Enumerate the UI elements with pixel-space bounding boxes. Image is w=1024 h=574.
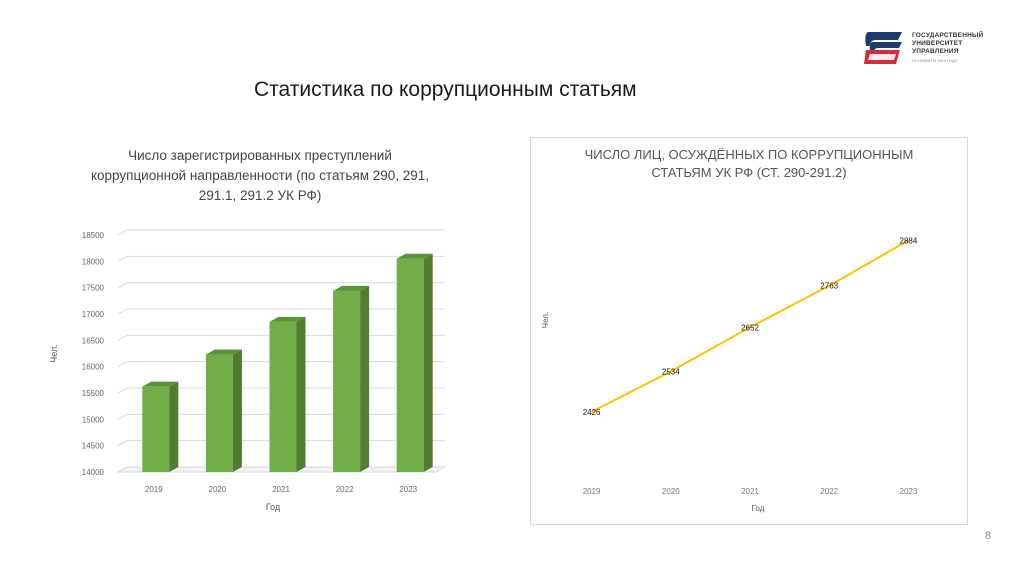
line-chart-x-tick-label: 2022 [820,487,838,496]
bar-side [296,316,306,472]
bar-top [205,349,242,355]
page-number: 8 [985,530,992,542]
line-data-label: 2426 [583,408,601,417]
line-chart-title: ЧИСЛО ЛИЦ, ОСУЖДЁННЫХ ПО КОРРУПЦИОННЫМ С… [530,146,968,182]
line-chart-title-line-1: ЧИСЛО ЛИЦ, ОСУЖДЁННЫХ ПО КОРРУПЦИОННЫМ [584,147,914,162]
bar-chart-y-tick-label: 17000 [82,310,105,319]
line-chart-x-tick-label: 2021 [741,487,759,496]
bar-chart: 14000 14500 15000 15500 16000 16500 17000 17500… [49,229,447,512]
bar-chart-title-line-2: коррупционной направленности (по статьям… [90,168,430,183]
line-data-label: 2534 [662,367,680,376]
bar [205,349,242,472]
logo-line-3: УПРАВЛЕНИЯ [912,48,959,55]
bar-chart-x-tick-label: 2020 [209,485,227,494]
bar-front [142,386,170,472]
bar-chart-gridline [117,229,445,236]
bar-chart-title-line-1: Число зарегистрированных преступлений [128,148,392,163]
bar-front [333,290,361,472]
line-data-label: 2652 [741,323,759,332]
bar-chart-x-tick-label: 2021 [272,485,290,494]
bar-chart-x-tick-label: 2022 [336,485,354,494]
line-chart-x-tick-label: 2019 [583,487,601,496]
bar-chart-y-tick-label: 17500 [82,284,105,293]
bar-chart-bars [142,253,433,472]
slide-title: Статистика по коррупционным статьям [254,78,637,101]
bar-front [269,321,297,472]
bar-chart-x-axis-label: Год [266,502,281,512]
bar-chart-gridline [117,308,445,315]
line-chart-frame [530,137,968,525]
line-chart-title-line-2: СТАТЬЯМ УК РФ (СТ. 290-291.2) [651,165,847,180]
bar-chart-y-tick-label: 14500 [82,442,105,451]
bar [396,253,433,472]
bar-top [333,285,370,291]
bar-chart-gridline [117,255,445,262]
bar-side [232,349,242,472]
logo-line-2: УНИВЕРСИТЕТ [912,40,963,47]
line-data-label: 2884 [900,236,918,245]
bar-chart-title: Число зарегистрированных преступлений ко… [70,146,450,206]
line-chart: 2426 2534 2652 2763 2884 2019 2020 2021 2022 202… [541,236,918,513]
logo-line-1: ГОСУДАРСТВЕННЫЙ [912,32,984,39]
bar-top [396,253,433,259]
line-chart-y-axis-label: Чел. [541,312,550,328]
bar-chart-y-tick-label: 15500 [82,389,105,398]
bar-chart-y-tick-label: 16000 [82,363,105,372]
bar [333,285,370,472]
line-data-label: 2763 [820,282,838,291]
bar-front [396,258,424,472]
line-chart-x-axis-label: Год [752,504,765,513]
bar-chart-y-tick-label: 15000 [82,415,105,424]
bar-side [169,381,179,472]
logo-text: ГОСУДАРСТВЕННЫЙ УНИВЕРСИТЕТ УПРАВЛЕНИЯ [912,32,983,56]
bar-chart-y-tick-label: 18000 [82,257,105,266]
bar-chart-y-tick-label: 14000 [82,468,105,477]
bar-chart-x-ticks: 2019 2020 2021 2022 2023 [145,485,418,494]
bar-front [205,354,233,472]
line-chart-data-labels: 2426 2534 2652 2763 2884 [583,236,918,416]
logo-subtitle: ОСНОВАН В 1919 ГОДУ [912,58,958,63]
bar-side [360,285,370,472]
bar-chart-y-tick-label: 18500 [82,231,105,240]
bar [269,316,306,472]
line-chart-x-ticks: 2019 2020 2021 2022 2023 [583,487,918,496]
bar-top [142,381,179,387]
bar-chart-x-tick-label: 2023 [399,485,417,494]
bar-chart-y-axis-label: Чел. [49,344,59,362]
bar-chart-y-ticks: 14000 14500 15000 15500 16000 16500 17000 17500… [82,231,105,477]
university-logo: ГОСУДАРСТВЕННЫЙ УНИВЕРСИТЕТ УПРАВЛЕНИЯ О… [862,30,1002,70]
line-chart-series [591,239,909,413]
bar-side [423,253,433,472]
bar-chart-x-tick-label: 2019 [145,485,163,494]
bar-chart-y-tick-label: 16500 [82,336,105,345]
bar-chart-gridline [117,282,445,289]
line-chart-x-tick-label: 2023 [900,487,918,496]
bar-top [269,316,306,322]
bar-chart-title-line-3: 291.1, 291.2 УК РФ) [198,188,322,203]
line-series [591,239,909,413]
logo-mark-icon [864,32,902,64]
bar [142,381,179,472]
line-chart-x-tick-label: 2020 [662,487,680,496]
